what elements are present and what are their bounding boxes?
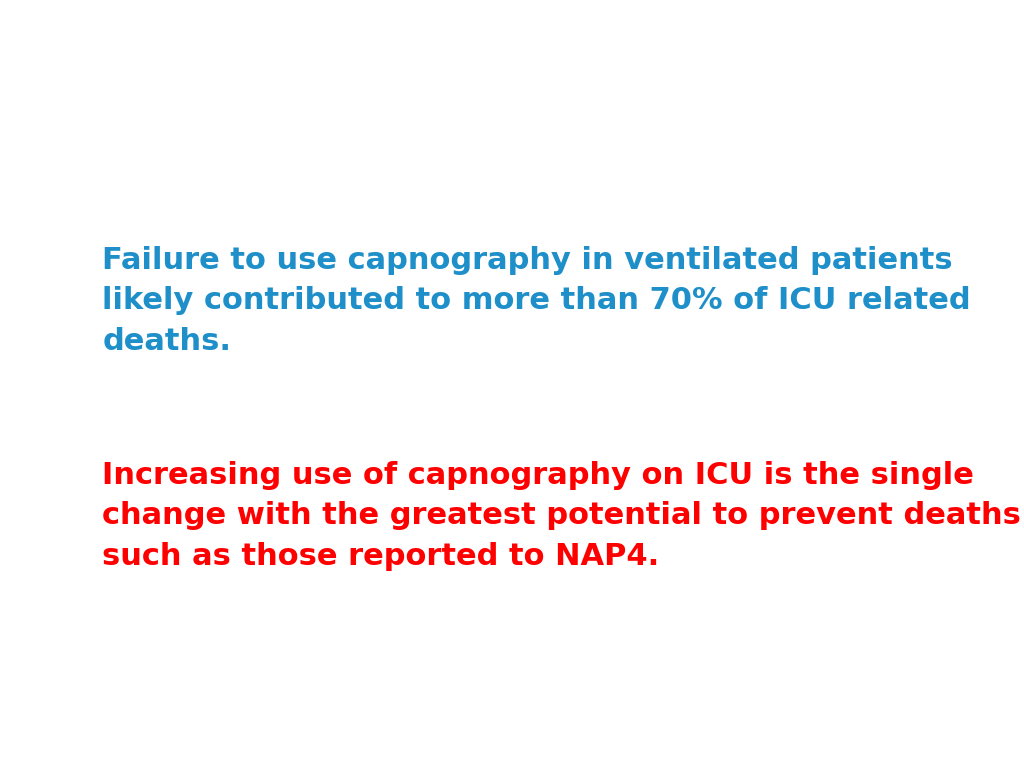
Text: Increasing use of capnography on ICU is the single
change with the greatest pote: Increasing use of capnography on ICU is …	[102, 461, 1021, 571]
Text: Failure to use capnography in ventilated patients
likely contributed to more tha: Failure to use capnography in ventilated…	[102, 246, 971, 356]
